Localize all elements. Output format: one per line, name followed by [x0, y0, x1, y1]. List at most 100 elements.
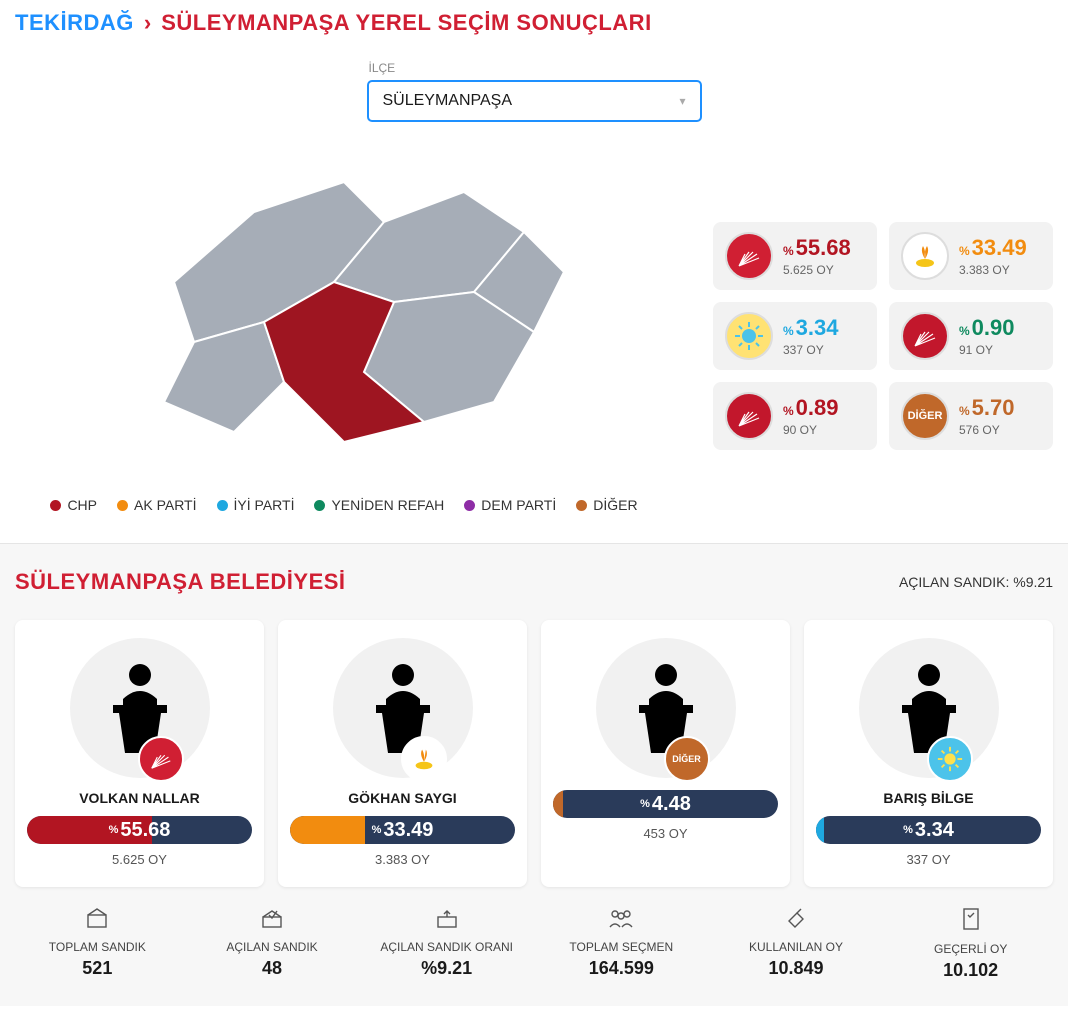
- legend-dot-icon: [464, 500, 475, 511]
- stats-row: TOPLAM SANDIK521AÇILAN SANDIK48AÇILAN SA…: [15, 907, 1053, 981]
- candidate-name: BARIŞ BİLGE: [883, 790, 973, 806]
- stat-label: KULLANILAN OY: [749, 940, 843, 954]
- stat-icon: [259, 907, 285, 934]
- candidate-party-badge-icon: [138, 736, 184, 782]
- legend-item: İYİ PARTİ: [217, 497, 295, 513]
- party-votes: 91 OY: [959, 343, 1015, 357]
- candidate-votes: 3.383 OY: [375, 852, 430, 867]
- candidate-card: VOLKAN NALLAR%55.685.625 OY: [15, 620, 264, 887]
- party-percent: 55.68: [796, 235, 851, 261]
- stat-icon: [607, 907, 635, 934]
- legend-item: CHP: [50, 497, 97, 513]
- party-votes: 90 OY: [783, 423, 839, 437]
- candidate-party-badge-icon: [927, 736, 973, 782]
- stat-value: 48: [262, 958, 282, 979]
- candidate-bar: %3.34: [816, 816, 1041, 844]
- party-card[interactable]: %55.685.625 OY: [713, 222, 877, 290]
- stat-item: TOPLAM SEÇMEN164.599: [539, 907, 704, 981]
- stat-item: GEÇERLİ OY 10.102: [888, 907, 1053, 981]
- stat-value: 10.102: [943, 960, 998, 981]
- candidate-card: GÖKHAN SAYGI %33.49 3.383 OY: [278, 620, 527, 887]
- party-card[interactable]: %0.9091 OY: [889, 302, 1053, 370]
- legend-item: AK PARTİ: [117, 497, 197, 513]
- legend-dot-icon: [576, 500, 587, 511]
- legend-item: DEM PARTİ: [464, 497, 556, 513]
- candidate-percent: %55.68: [27, 816, 252, 844]
- party-logo-icon: [901, 232, 949, 280]
- legend-item: DİĞER: [576, 497, 637, 513]
- stat-icon: [783, 907, 809, 934]
- percent-symbol: %: [783, 324, 794, 338]
- legend-label: AK PARTİ: [134, 497, 197, 513]
- stat-icon: [84, 907, 110, 934]
- stat-label: AÇILAN SANDIK ORANI: [380, 940, 513, 954]
- stat-item: TOPLAM SANDIK 521: [15, 907, 180, 981]
- legend-label: DİĞER: [593, 497, 637, 513]
- candidate-party-badge-icon: [401, 736, 447, 782]
- breadcrumb: TEKİRDAĞ › SÜLEYMANPAŞA YEREL SEÇİM SONU…: [15, 10, 1053, 36]
- breadcrumb-province[interactable]: TEKİRDAĞ: [15, 10, 134, 36]
- legend-dot-icon: [217, 500, 228, 511]
- party-percent: 5.70: [972, 395, 1015, 421]
- page-title: SÜLEYMANPAŞA YEREL SEÇİM SONUÇLARI: [161, 10, 651, 36]
- party-results-grid: %55.685.625 OY%33.493.383 OY%3.34337 OY%…: [713, 222, 1053, 450]
- party-logo-icon: DİĞER: [901, 392, 949, 440]
- stat-label: GEÇERLİ OY: [934, 942, 1007, 956]
- candidates-grid: VOLKAN NALLAR%55.685.625 OY GÖKHAN SAYGI…: [15, 620, 1053, 887]
- candidate-name: GÖKHAN SAYGI: [348, 790, 456, 806]
- stat-item: AÇILAN SANDIK48: [190, 907, 355, 981]
- party-logo-icon: [725, 232, 773, 280]
- legend-dot-icon: [117, 500, 128, 511]
- district-select-value: SÜLEYMANPAŞA: [383, 92, 513, 110]
- candidate-card: DİĞER%4.48453 OY: [541, 620, 790, 887]
- map-legend: CHP AK PARTİ İYİ PARTİ YENİDEN REFAH DEM PAR…: [50, 497, 637, 513]
- legend-dot-icon: [314, 500, 325, 511]
- candidate-votes: 5.625 OY: [112, 852, 167, 867]
- stat-label: TOPLAM SANDIK: [49, 940, 146, 954]
- map-region[interactable]: [164, 322, 284, 432]
- stat-icon: [434, 907, 460, 934]
- party-card[interactable]: DİĞER%5.70 576 OY: [889, 382, 1053, 450]
- district-map[interactable]: [114, 152, 574, 472]
- chevron-down-icon: ▾: [679, 94, 685, 108]
- candidate-percent: %33.49: [290, 816, 515, 844]
- percent-symbol: %: [959, 404, 970, 418]
- district-select[interactable]: SÜLEYMANPAŞA ▾: [367, 80, 702, 122]
- stat-label: TOPLAM SEÇMEN: [569, 940, 673, 954]
- party-votes: 337 OY: [783, 343, 839, 357]
- candidate-votes: 337 OY: [906, 852, 950, 867]
- stat-value: %9.21: [421, 958, 472, 979]
- party-percent: 0.90: [972, 315, 1015, 341]
- stat-item: KULLANILAN OY10.849: [714, 907, 879, 981]
- chevron-right-icon: ›: [144, 10, 151, 36]
- stat-icon: [960, 907, 982, 936]
- party-votes: 576 OY: [959, 423, 1015, 437]
- legend-dot-icon: [50, 500, 61, 511]
- party-votes: 3.383 OY: [959, 263, 1027, 277]
- candidate-percent: %4.48: [553, 790, 778, 818]
- party-logo-icon: [725, 312, 773, 360]
- stat-item: AÇILAN SANDIK ORANI %9.21: [364, 907, 529, 981]
- legend-label: İYİ PARTİ: [234, 497, 295, 513]
- percent-symbol: %: [959, 244, 970, 258]
- party-percent: 3.34: [796, 315, 839, 341]
- candidate-bar: %55.68: [27, 816, 252, 844]
- district-select-label: İLÇE: [369, 61, 396, 75]
- legend-label: YENİDEN REFAH: [331, 497, 444, 513]
- legend-label: DEM PARTİ: [481, 497, 556, 513]
- percent-symbol: %: [783, 404, 794, 418]
- party-card[interactable]: %33.493.383 OY: [889, 222, 1053, 290]
- opened-boxes-text: AÇILAN SANDIK: %9.21: [899, 574, 1053, 590]
- candidate-bar: %33.49: [290, 816, 515, 844]
- candidate-bar: %4.48: [553, 790, 778, 818]
- party-logo-icon: [725, 392, 773, 440]
- stat-value: 521: [82, 958, 112, 979]
- candidate-percent: %3.34: [816, 816, 1041, 844]
- municipality-title: SÜLEYMANPAŞA BELEDİYESİ: [15, 569, 346, 595]
- candidate-card: BARIŞ BİLGE %3.34 337 OY: [804, 620, 1053, 887]
- party-card[interactable]: %0.89 90 OY: [713, 382, 877, 450]
- party-card[interactable]: %3.34 337 OY: [713, 302, 877, 370]
- party-votes: 5.625 OY: [783, 263, 851, 277]
- party-percent: 0.89: [796, 395, 839, 421]
- legend-item: YENİDEN REFAH: [314, 497, 444, 513]
